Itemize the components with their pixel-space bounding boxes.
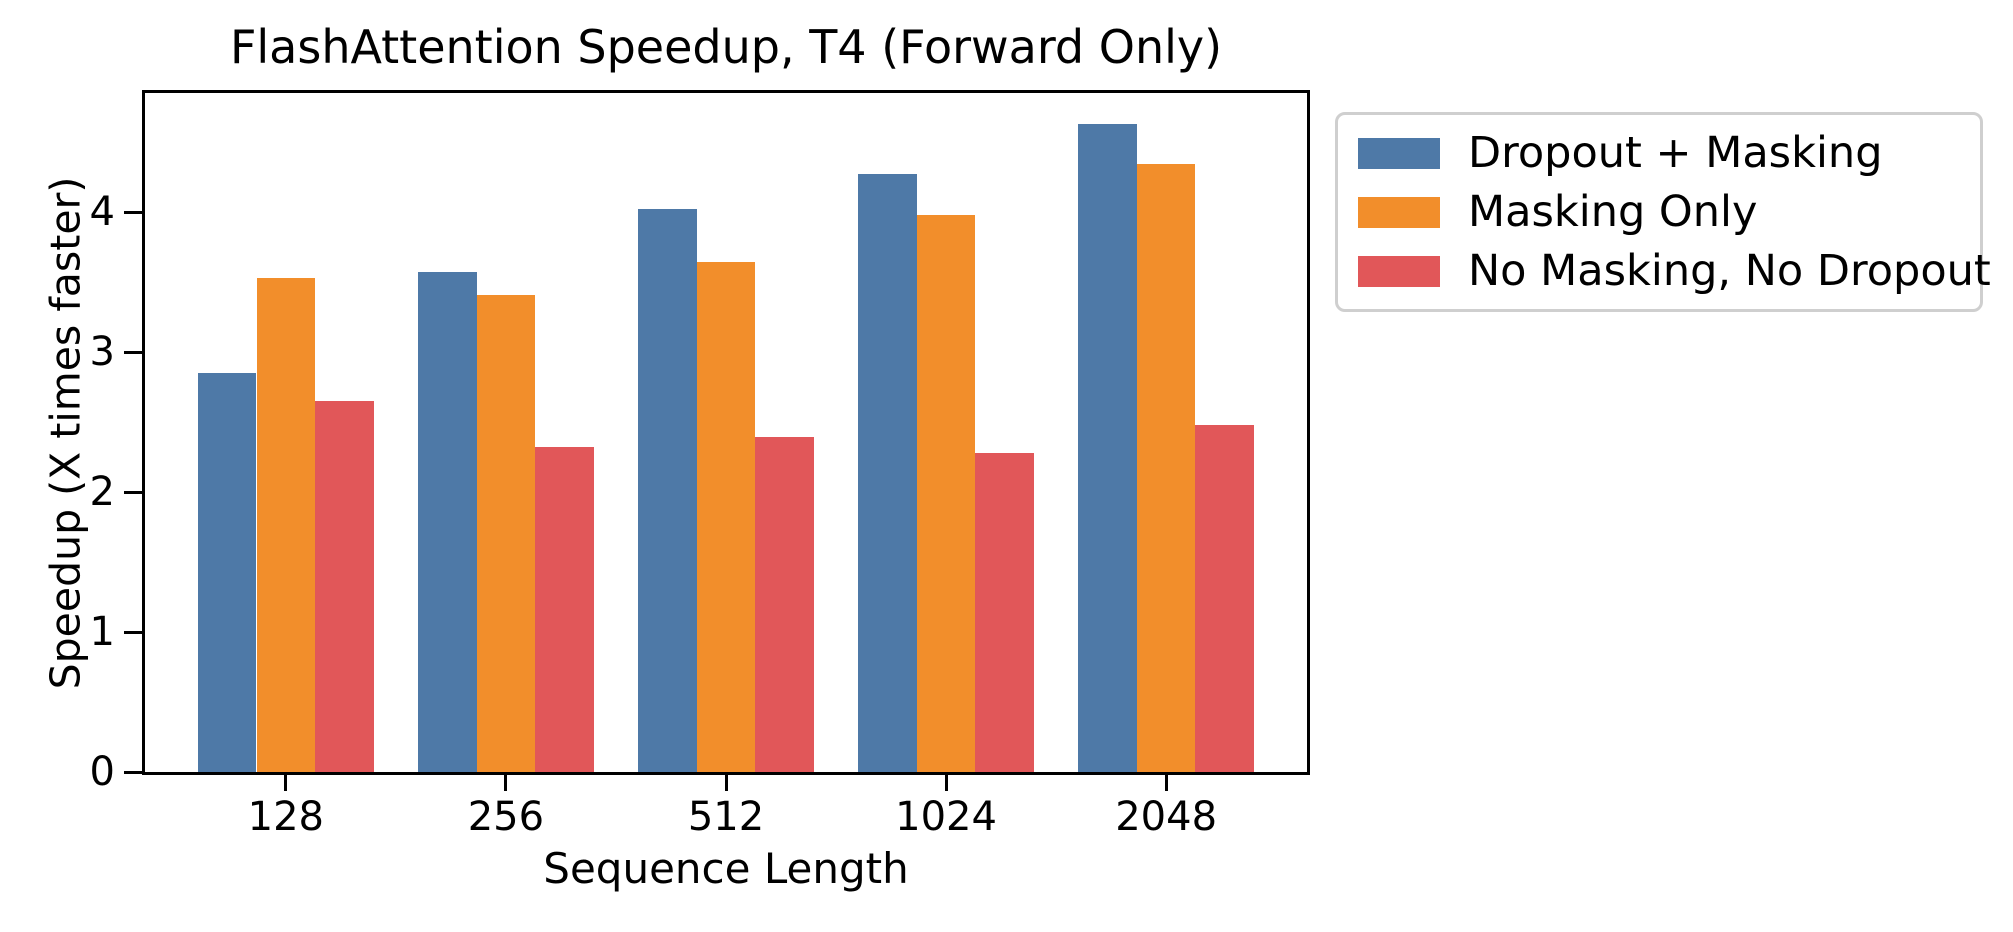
x-tick-label-256: 256 xyxy=(467,794,545,840)
bar-dropout-masking-1024 xyxy=(858,174,917,772)
x-tick-1024 xyxy=(944,775,948,791)
x-tick-label-1024: 1024 xyxy=(895,794,997,840)
x-tick-128 xyxy=(284,775,288,791)
legend-item-no-masking-no-dropout: No Masking, No Dropout xyxy=(1358,249,1991,293)
y-tick-0 xyxy=(124,770,142,774)
legend: Dropout + Masking Masking Only No Maskin… xyxy=(1335,112,1991,312)
legend-label-no-masking-no-dropout: No Masking, No Dropout xyxy=(1468,245,1991,296)
bar-masking-only-512 xyxy=(696,262,756,772)
y-tick-4 xyxy=(124,210,142,214)
y-axis-label: Speedup (X times faster) xyxy=(41,176,90,690)
bar-masking-only-2048 xyxy=(1136,164,1196,772)
bar-masking-only-256 xyxy=(476,294,536,772)
x-tick-256 xyxy=(504,775,508,791)
plot-area: 0 1 2 3 4 128 256 512 1024 2048 xyxy=(90,93,1307,840)
legend-swatch-masking-only xyxy=(1358,196,1440,228)
legend-label-dropout-masking: Dropout + Masking xyxy=(1468,127,1883,178)
legend-item-dropout-masking: Dropout + Masking xyxy=(1358,131,1962,175)
x-tick-512 xyxy=(724,775,728,791)
y-tick-label-3: 3 xyxy=(89,329,115,375)
bar-dropout-masking-2048 xyxy=(1078,123,1137,772)
legend-item-masking-only: Masking Only xyxy=(1358,190,1962,234)
x-axis-label: Sequence Length xyxy=(543,844,909,893)
bar-dropout-masking-128 xyxy=(197,373,257,772)
bar-masking-only-1024 xyxy=(916,214,976,772)
y-tick-1 xyxy=(124,630,142,634)
bar-no-masking-no-dropout-256 xyxy=(535,447,594,772)
bar-masking-only-128 xyxy=(256,277,316,772)
legend-swatch-no-masking-no-dropout xyxy=(1358,255,1440,287)
y-tick-label-1: 1 xyxy=(89,609,115,655)
bar-no-masking-no-dropout-1024 xyxy=(975,452,1035,772)
bar-no-masking-no-dropout-128 xyxy=(315,401,374,772)
x-tick-label-128: 128 xyxy=(247,794,325,840)
chart-title: FlashAttention Speedup, T4 (Forward Only… xyxy=(229,20,1223,74)
bar-dropout-masking-512 xyxy=(637,209,697,772)
x-tick-label-512: 512 xyxy=(687,794,765,840)
y-tick-label-2: 2 xyxy=(89,469,115,515)
y-tick-label-0: 0 xyxy=(89,749,115,795)
x-tick-2048 xyxy=(1164,775,1168,791)
y-tick-label-4: 4 xyxy=(89,189,115,235)
y-tick-2 xyxy=(124,490,142,494)
bar-no-masking-no-dropout-2048 xyxy=(1195,424,1255,772)
bar-no-masking-no-dropout-512 xyxy=(755,437,814,772)
legend-swatch-dropout-masking xyxy=(1358,137,1440,169)
y-tick-3 xyxy=(124,350,142,354)
bar-dropout-masking-256 xyxy=(417,272,477,772)
x-tick-label-2048: 2048 xyxy=(1115,794,1218,840)
legend-label-masking-only: Masking Only xyxy=(1468,186,1758,237)
